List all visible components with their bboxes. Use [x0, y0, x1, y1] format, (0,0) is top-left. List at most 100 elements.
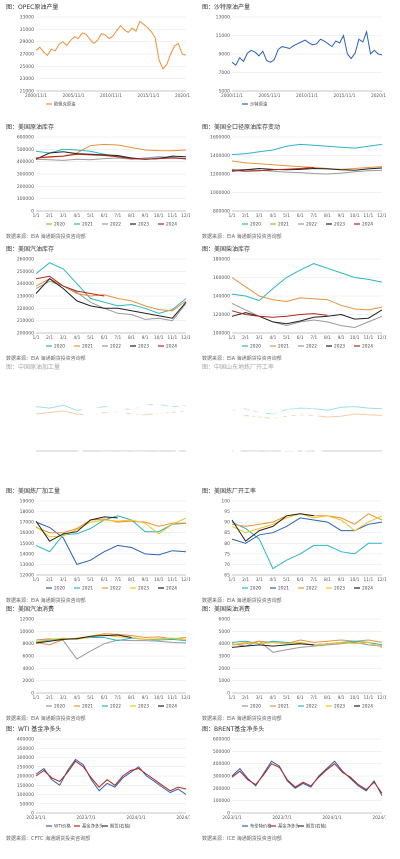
chart-title: 图：美国全口径原油库存变动 [202, 124, 281, 131]
chart-panel: 图：沙特原油产量 13000 11000 9000 7000 5000 2000/11/1 2… [202, 2, 386, 120]
x-tick-label: 2024/1/1 [322, 815, 342, 821]
x-tick-label: 2024/1/1 [126, 815, 146, 821]
x-tick-label: 2010/11/1 [100, 93, 122, 99]
legend-label: 2021 [82, 222, 93, 228]
x-tick-label: 2/1 [242, 695, 249, 701]
y-tick-label: 200000 [17, 331, 34, 337]
chart-source: 数据来源：EIA 海通期货投资咨询部 [6, 356, 86, 362]
series-line [231, 167, 314, 172]
x-tick-label: 5/1 [87, 577, 94, 583]
chart-source: 数据来源：EIA 海通期货投资咨询部 [6, 716, 86, 722]
y-tick-label: 13000 [20, 562, 34, 568]
x-tick-label: 1/1 [33, 335, 40, 341]
series-line [231, 517, 383, 544]
y-tick-label: 9000 [219, 52, 231, 58]
y-tick-label: 200000 [213, 786, 230, 792]
x-tick-label: 10/1 [154, 335, 164, 341]
x-tick-label: 7/1 [114, 577, 121, 583]
series-line [35, 637, 187, 643]
legend-label: 2020 [54, 704, 65, 710]
x-tick-label: 10/1 [350, 577, 360, 583]
x-tick-label: 5/1 [283, 213, 290, 219]
y-tick-label: 75 [224, 551, 230, 557]
x-tick-label: 2023/1/1 [222, 815, 242, 821]
y-tick-label: 140000 [213, 294, 230, 300]
x-tick-label: 4/1 [73, 577, 80, 583]
y-tick-label: 100000 [17, 792, 34, 798]
x-tick-label: 4/1 [269, 335, 276, 341]
x-tick-label: 7/1 [114, 213, 121, 219]
x-tick-label: 6/1 [297, 577, 304, 583]
x-tick-label: 7/1 [310, 213, 317, 219]
x-tick-label: 10/1 [154, 577, 164, 583]
x-tick-label: 2/1 [242, 213, 249, 219]
legend-label: 2021 [82, 344, 93, 350]
y-tick-label: 23000 [20, 76, 34, 82]
y-tick-label: 210000 [17, 318, 34, 324]
y-tick-label: 100 [221, 499, 230, 505]
x-tick-label: 2/1 [46, 695, 53, 701]
y-tick-label: 250000 [17, 764, 34, 770]
x-tick-label: 6/1 [101, 335, 108, 341]
chart-title: 图：美国柴油消费 [202, 606, 251, 613]
x-tick-label: 2010/11/1 [296, 93, 318, 99]
legend-label: 2022 [306, 586, 317, 592]
legend-label: 2021 [278, 344, 289, 350]
legend-label: 期货(右轴) [306, 823, 327, 830]
chart-panel: 图：BRENT基金净多头 数据来源：ICE 海通期货投资咨询部 600000 5000… [202, 724, 386, 842]
y-tick-label: 1600000 [210, 135, 230, 141]
x-tick-label: 5/1 [283, 335, 290, 341]
chart-source: 数据来源：EIA 海通期货投资咨询部 [202, 598, 282, 604]
y-tick-label: 13000 [216, 15, 230, 21]
x-tick-label: 7/1 [114, 335, 121, 341]
series-line [231, 29, 383, 66]
x-tick-label: 5/1 [87, 335, 94, 341]
x-tick-label: 8/1 [324, 695, 331, 701]
x-tick-label: 2/1 [242, 335, 249, 341]
y-tick-label: 400000 [213, 761, 230, 767]
y-tick-label: 3000 [219, 654, 231, 660]
y-tick-label: 300000 [213, 774, 230, 780]
chart-plot: 400000 350000 300000 250000 200000 150000 1000… [17, 737, 190, 830]
x-tick-label: 1/1 [229, 213, 236, 219]
x-tick-label: 5/1 [283, 577, 290, 583]
x-tick-label: 6/1 [297, 695, 304, 701]
x-tick-label: 6/1 [101, 695, 108, 701]
chart-source: 数据来源：EIA 海通期货投资咨询部 [6, 598, 86, 604]
y-tick-label: 25000 [20, 64, 34, 70]
y-tick-label: 8000 [23, 641, 35, 647]
chart-plot: 33000 31000 29000 27000 25000 23000 210002000/… [20, 15, 190, 108]
series-line [35, 280, 187, 322]
legend-label: 2024 [362, 704, 373, 710]
chart-title: 图：沙特原油产量 [202, 4, 251, 11]
x-tick-label: 2020/11/1 [175, 93, 190, 99]
series-line [35, 20, 187, 70]
x-tick-label: 2005/11/1 [258, 93, 280, 99]
x-tick-label: 2/1 [242, 577, 249, 583]
x-tick-label: 1/1 [33, 213, 40, 219]
x-tick-label: 10/1 [154, 695, 164, 701]
x-tick-label: 9/1 [142, 335, 149, 341]
x-tick-label: 11/1 [168, 577, 178, 583]
x-tick-label: 1/1 [229, 335, 236, 341]
x-tick-label: 2020/11/1 [371, 93, 386, 99]
series-line [35, 275, 105, 297]
y-tick-label: 260000 [17, 257, 34, 263]
y-tick-label: 350000 [17, 746, 34, 752]
y-tick-label: 400000 [17, 737, 34, 743]
chart-title: 图：OPEC原油产量 [6, 4, 59, 11]
y-tick-label: 0 [227, 811, 230, 817]
y-tick-label: 31000 [20, 27, 34, 33]
y-tick-label: 500000 [17, 147, 34, 153]
y-tick-label: 400000 [17, 159, 34, 165]
y-tick-label: 600000 [17, 135, 34, 141]
x-tick-label: 8/1 [128, 213, 135, 219]
chart-panel: 图：美国汽油消费 数据来源：EIA 海通期货投资咨询部 12000 10000 8000… [6, 604, 190, 722]
x-tick-label: 9/1 [142, 577, 149, 583]
chart-source: 数据来源：CFTC 海通期货投资咨询部 [6, 836, 91, 842]
series-line [35, 262, 187, 314]
y-tick-label: 0 [31, 209, 34, 215]
x-tick-label: 2024/7/1 [372, 815, 386, 821]
y-tick-label: 300000 [17, 755, 34, 761]
